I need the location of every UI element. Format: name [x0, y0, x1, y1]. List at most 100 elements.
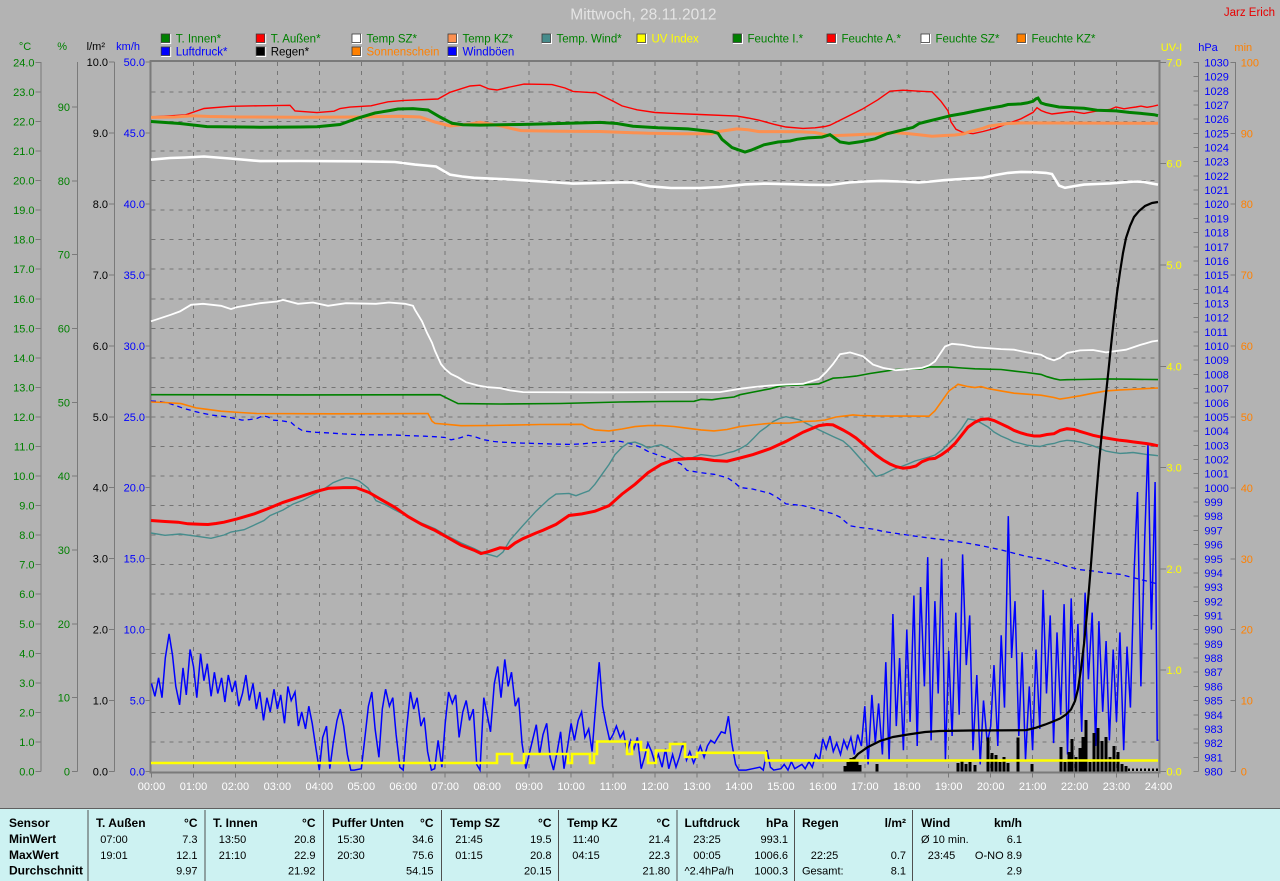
svg-text:80: 80: [58, 176, 70, 188]
svg-text:1002: 1002: [1204, 455, 1228, 467]
svg-text:6.0: 6.0: [1167, 159, 1182, 171]
svg-text:T. Außen: T. Außen: [96, 816, 146, 830]
svg-text:1007: 1007: [1204, 384, 1228, 396]
svg-text:21.92: 21.92: [288, 866, 316, 878]
svg-text:Luftdruck*: Luftdruck*: [176, 47, 228, 59]
svg-text:1017: 1017: [1204, 242, 1228, 254]
svg-text:19.5: 19.5: [530, 834, 551, 846]
svg-text:30: 30: [1241, 554, 1253, 566]
svg-text:984: 984: [1204, 710, 1222, 722]
svg-text:22:25: 22:25: [811, 850, 839, 862]
svg-text:01:00: 01:00: [180, 781, 208, 793]
svg-text:987: 987: [1204, 667, 1222, 679]
svg-text:14:00: 14:00: [725, 781, 753, 793]
svg-text:4.0: 4.0: [93, 483, 108, 495]
svg-text:1.0: 1.0: [93, 696, 108, 708]
svg-text:993: 993: [1204, 582, 1222, 594]
svg-text:UV Index: UV Index: [652, 34, 700, 46]
svg-text:5.0: 5.0: [1167, 260, 1182, 272]
svg-text:1008: 1008: [1204, 369, 1228, 381]
svg-text:6.1: 6.1: [1007, 834, 1022, 846]
svg-text:30.0: 30.0: [124, 341, 145, 353]
svg-text:O-NO 8.9: O-NO 8.9: [975, 850, 1022, 862]
svg-text:0: 0: [1241, 767, 1247, 779]
svg-text:08:00: 08:00: [473, 781, 501, 793]
svg-text:988: 988: [1204, 653, 1222, 665]
svg-text:9.0: 9.0: [19, 501, 34, 513]
svg-text:00:00: 00:00: [138, 781, 166, 793]
svg-text:1005: 1005: [1204, 412, 1228, 424]
svg-text:45.0: 45.0: [124, 128, 145, 140]
svg-text:11:00: 11:00: [600, 781, 627, 793]
svg-text:23:00: 23:00: [1103, 781, 1131, 793]
svg-text:1.0: 1.0: [19, 737, 34, 749]
svg-text:21:00: 21:00: [1019, 781, 1047, 793]
svg-text:20.8: 20.8: [294, 834, 315, 846]
svg-text:23.0: 23.0: [13, 87, 34, 99]
svg-text:1001: 1001: [1204, 469, 1228, 481]
svg-text:16:00: 16:00: [809, 781, 837, 793]
svg-text:13:50: 13:50: [219, 834, 247, 846]
svg-text:Luftdruck: Luftdruck: [685, 816, 741, 830]
svg-text:°C: °C: [420, 816, 434, 830]
svg-text:3.0: 3.0: [19, 678, 34, 690]
svg-text:19.0: 19.0: [13, 205, 34, 217]
svg-text:20.0: 20.0: [13, 176, 34, 188]
svg-text:15.0: 15.0: [124, 554, 145, 566]
svg-text:hPa: hPa: [1198, 42, 1218, 54]
svg-text:50.0: 50.0: [124, 57, 145, 69]
svg-text:1029: 1029: [1204, 72, 1228, 84]
svg-text:Durchschnitt: Durchschnitt: [9, 864, 83, 878]
svg-text:Temp SZ: Temp SZ: [450, 816, 500, 830]
svg-text:1022: 1022: [1204, 171, 1228, 183]
svg-text:Wind: Wind: [921, 816, 950, 830]
svg-text:1.0: 1.0: [1167, 665, 1182, 677]
svg-text:19:01: 19:01: [100, 850, 128, 862]
svg-text:min: min: [1234, 42, 1252, 54]
svg-text:0.0: 0.0: [19, 767, 34, 779]
svg-text:02:00: 02:00: [222, 781, 250, 793]
svg-text:8.0: 8.0: [19, 530, 34, 542]
svg-text:Sensor: Sensor: [9, 816, 50, 830]
svg-text:Mittwoch, 28.11.2012: Mittwoch, 28.11.2012: [570, 7, 716, 24]
svg-text:4.0: 4.0: [1167, 361, 1182, 373]
svg-text:1027: 1027: [1204, 100, 1228, 112]
svg-text:18.0: 18.0: [13, 235, 34, 247]
svg-text:989: 989: [1204, 639, 1222, 651]
svg-text:20.15: 20.15: [524, 866, 552, 878]
svg-text:20: 20: [1241, 625, 1253, 637]
svg-text:2.0: 2.0: [93, 625, 108, 637]
svg-text:Regen*: Regen*: [271, 47, 310, 59]
svg-text:l/m²: l/m²: [885, 816, 906, 830]
svg-text:2.0: 2.0: [19, 707, 34, 719]
svg-text:2.0: 2.0: [1167, 564, 1182, 576]
svg-text:8.0: 8.0: [93, 199, 108, 211]
svg-text:1011: 1011: [1204, 327, 1228, 339]
svg-text:Jarz Erich: Jarz Erich: [1224, 7, 1275, 19]
svg-text:1006.6: 1006.6: [754, 850, 788, 862]
svg-text:23:25: 23:25: [693, 834, 721, 846]
svg-text:3.0: 3.0: [1167, 463, 1182, 475]
svg-text:1000: 1000: [1204, 483, 1228, 495]
svg-text:Temp. Wind*: Temp. Wind*: [557, 34, 623, 46]
svg-text:Ø 10 min.: Ø 10 min.: [921, 834, 969, 846]
svg-text:991: 991: [1204, 611, 1222, 623]
svg-text:T. Innen*: T. Innen*: [176, 34, 222, 46]
svg-text:MaxWert: MaxWert: [9, 848, 59, 862]
svg-text:11.0: 11.0: [14, 442, 35, 454]
svg-text:UV-I: UV-I: [1161, 42, 1182, 54]
svg-text:km/h: km/h: [116, 41, 140, 53]
svg-text:8.1: 8.1: [891, 866, 906, 878]
svg-text:50: 50: [1241, 412, 1253, 424]
svg-text:06:00: 06:00: [389, 781, 417, 793]
svg-text:Temp KZ*: Temp KZ*: [463, 34, 514, 46]
svg-text:04:15: 04:15: [572, 850, 600, 862]
svg-text:22.9: 22.9: [294, 850, 315, 862]
svg-text:Regen: Regen: [802, 816, 839, 830]
svg-text:1019: 1019: [1204, 213, 1228, 225]
svg-text:07:00: 07:00: [431, 781, 459, 793]
svg-text:1020: 1020: [1204, 199, 1228, 211]
svg-text:10.0: 10.0: [13, 471, 34, 483]
svg-text:80: 80: [1241, 199, 1253, 211]
svg-text:22.3: 22.3: [649, 850, 670, 862]
